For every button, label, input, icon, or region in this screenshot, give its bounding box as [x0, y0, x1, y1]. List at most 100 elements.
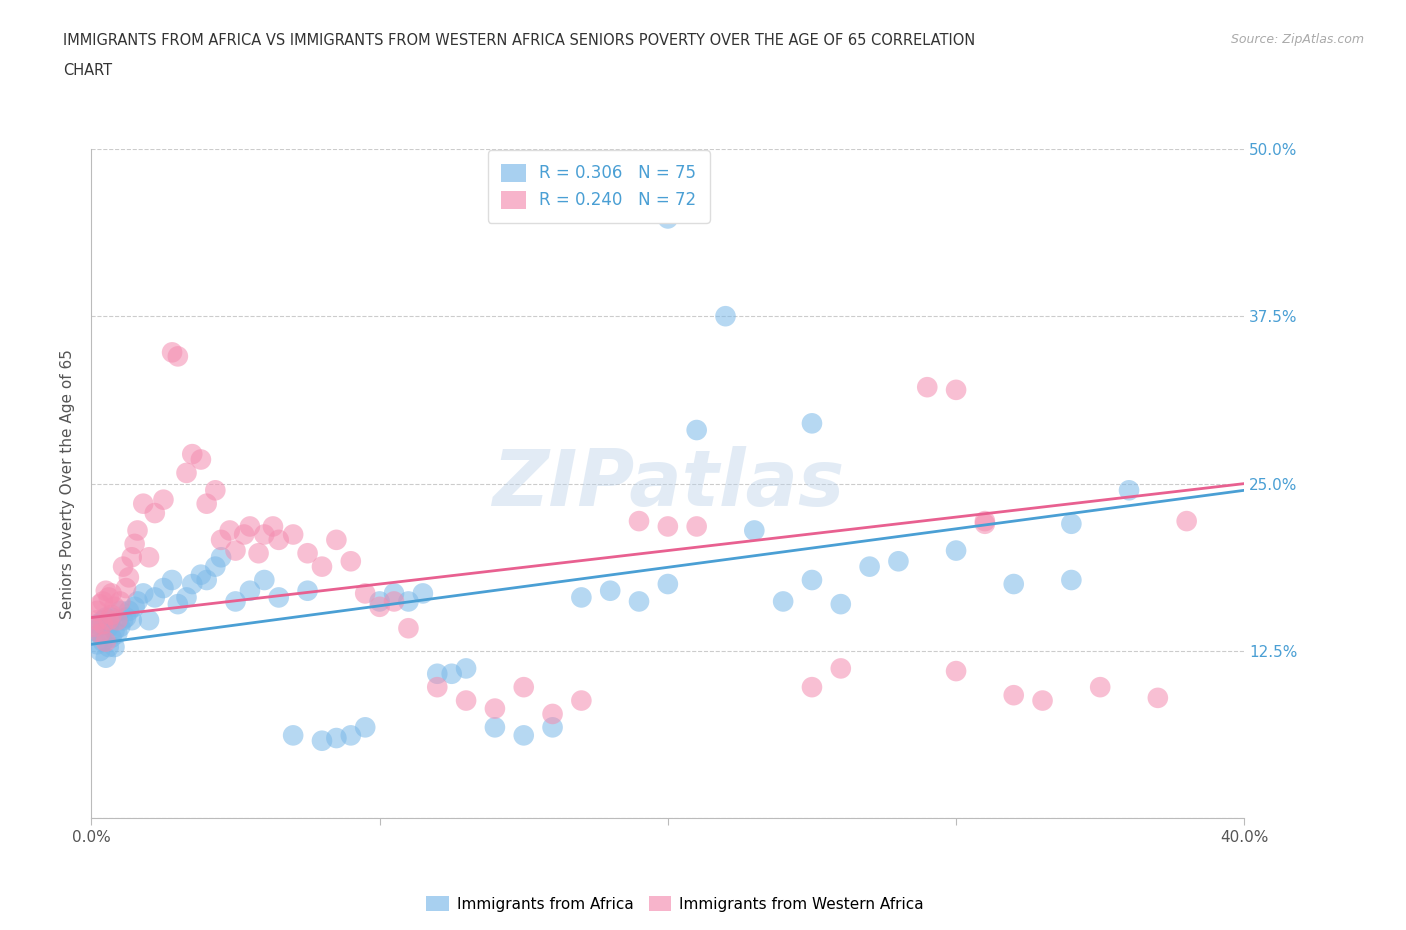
- Point: [253, 527, 276, 542]
- Point: [121, 613, 143, 628]
- Point: [253, 573, 276, 588]
- Point: [118, 570, 141, 585]
- Point: [86, 613, 108, 628]
- Point: [91, 634, 114, 649]
- Point: [627, 513, 650, 528]
- Point: [426, 666, 449, 681]
- Point: [281, 527, 305, 542]
- Point: [382, 586, 405, 601]
- Point: [152, 580, 174, 595]
- Point: [100, 586, 122, 601]
- Point: [89, 644, 111, 658]
- Point: [181, 577, 204, 591]
- Legend: Immigrants from Africa, Immigrants from Western Africa: Immigrants from Africa, Immigrants from …: [420, 889, 929, 918]
- Point: [132, 497, 155, 512]
- Point: [1118, 483, 1140, 498]
- Point: [887, 554, 910, 569]
- Point: [368, 599, 391, 614]
- Point: [127, 523, 149, 538]
- Point: [124, 537, 146, 551]
- Point: [571, 590, 593, 604]
- Legend: R = 0.306   N = 75, R = 0.240   N = 72: R = 0.306 N = 75, R = 0.240 N = 72: [488, 151, 710, 223]
- Text: CHART: CHART: [63, 63, 112, 78]
- Point: [176, 590, 198, 604]
- Point: [281, 728, 305, 743]
- Point: [176, 465, 198, 480]
- Point: [772, 594, 794, 609]
- Point: [325, 532, 347, 547]
- Point: [112, 559, 135, 574]
- Point: [484, 720, 506, 735]
- Text: IMMIGRANTS FROM AFRICA VS IMMIGRANTS FROM WESTERN AFRICA SENIORS POVERTY OVER TH: IMMIGRANTS FROM AFRICA VS IMMIGRANTS FRO…: [63, 33, 976, 47]
- Point: [396, 621, 419, 636]
- Point: [86, 637, 108, 652]
- Point: [143, 506, 166, 521]
- Point: [440, 666, 463, 681]
- Point: [209, 532, 232, 547]
- Point: [204, 483, 226, 498]
- Point: [340, 728, 363, 743]
- Point: [91, 594, 114, 609]
- Point: [340, 554, 363, 569]
- Text: Source: ZipAtlas.com: Source: ZipAtlas.com: [1230, 33, 1364, 46]
- Point: [166, 597, 188, 612]
- Point: [97, 613, 120, 628]
- Point: [132, 586, 155, 601]
- Point: [103, 640, 125, 655]
- Point: [225, 594, 247, 609]
- Point: [945, 664, 967, 679]
- Point: [209, 550, 232, 565]
- Y-axis label: Seniors Poverty Over the Age of 65: Seniors Poverty Over the Age of 65: [60, 349, 76, 618]
- Point: [160, 573, 183, 588]
- Point: [190, 452, 212, 467]
- Point: [685, 519, 707, 534]
- Point: [1060, 573, 1083, 588]
- Point: [89, 626, 111, 641]
- Point: [571, 693, 593, 708]
- Point: [627, 594, 650, 609]
- Point: [830, 597, 852, 612]
- Point: [325, 731, 347, 746]
- Point: [685, 422, 707, 437]
- Point: [225, 543, 247, 558]
- Point: [1088, 680, 1111, 695]
- Point: [86, 604, 108, 618]
- Point: [89, 597, 111, 612]
- Point: [190, 567, 212, 582]
- Point: [354, 720, 377, 735]
- Point: [86, 617, 108, 631]
- Point: [91, 613, 114, 628]
- Point: [143, 590, 166, 604]
- Point: [297, 583, 319, 598]
- Point: [218, 523, 240, 538]
- Point: [103, 599, 125, 614]
- Point: [513, 680, 536, 695]
- Point: [83, 619, 105, 634]
- Point: [311, 733, 333, 748]
- Point: [1032, 693, 1054, 708]
- Point: [195, 497, 218, 512]
- Point: [599, 583, 621, 598]
- Point: [1175, 513, 1198, 528]
- Point: [267, 532, 290, 547]
- Point: [915, 379, 938, 394]
- Point: [1002, 688, 1025, 703]
- Point: [105, 626, 128, 641]
- Point: [454, 661, 477, 676]
- Point: [115, 610, 138, 625]
- Point: [138, 613, 160, 628]
- Point: [152, 492, 174, 507]
- Point: [118, 604, 141, 618]
- Point: [247, 546, 270, 561]
- Point: [195, 573, 218, 588]
- Point: [181, 446, 204, 461]
- Point: [657, 577, 679, 591]
- Point: [657, 519, 679, 534]
- Point: [89, 626, 111, 641]
- Point: [121, 550, 143, 565]
- Point: [91, 617, 114, 631]
- Point: [239, 583, 262, 598]
- Point: [714, 309, 737, 324]
- Point: [112, 613, 135, 628]
- Point: [115, 580, 138, 595]
